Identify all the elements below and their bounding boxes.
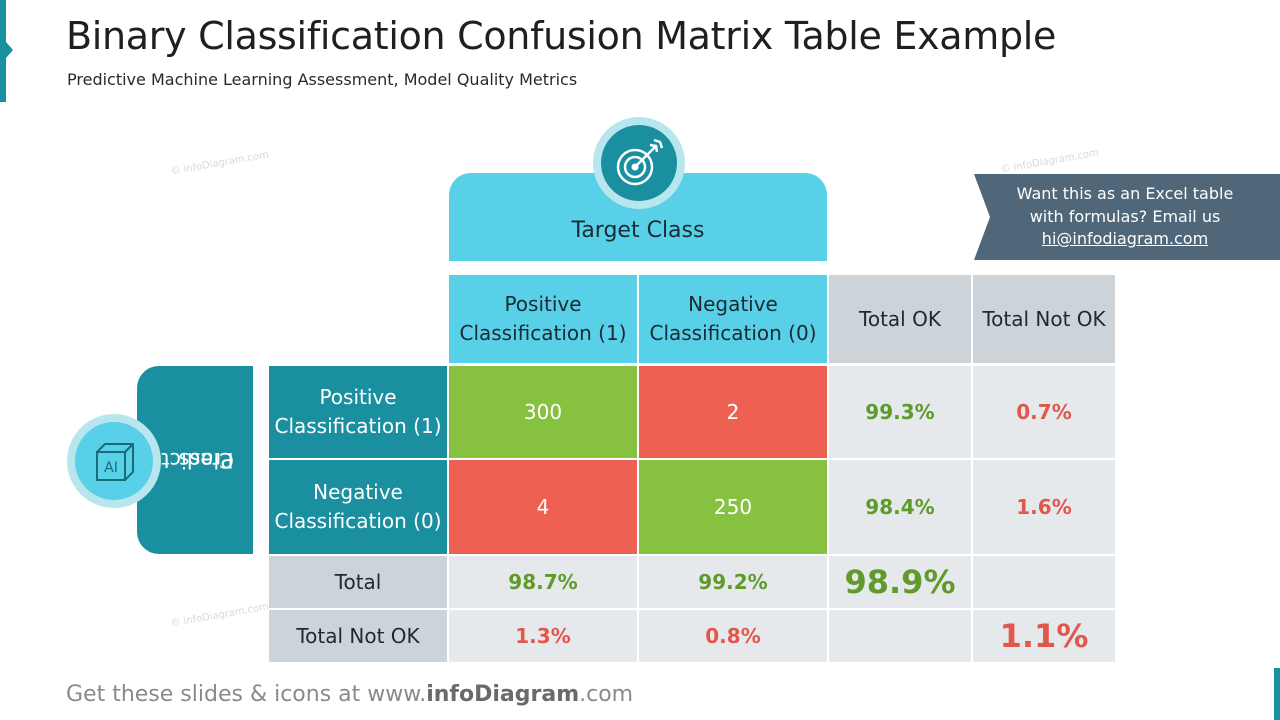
footer-brand: infoDiagram [426, 682, 580, 707]
watermark: © infoDiagram.com [169, 149, 270, 178]
row-header-negative: Negative Classification (0) [269, 460, 447, 554]
cell-negative-total-ok: 98.4% [829, 460, 971, 554]
cell-empty [829, 610, 971, 662]
cell-not-ok-positive: 1.3% [449, 610, 637, 662]
cell-overall-error: 1.1% [973, 610, 1115, 662]
callout-line2: with formulas? Email us [1029, 206, 1221, 226]
cell-positive-total-not-ok: 0.7% [973, 366, 1115, 458]
cell-negative-total-not-ok: 1.6% [973, 460, 1115, 554]
col-header-total-ok: Total OK [829, 275, 971, 363]
page-title: Binary Classification Confusion Matrix T… [66, 14, 1057, 58]
row-header-total: Total [269, 556, 447, 608]
bottom-accent-bar [1274, 668, 1280, 720]
footer-prefix: Get these slides & icons at www. [66, 682, 427, 707]
callout-email-link[interactable]: hi@infodiagram.com [1041, 229, 1209, 248]
excel-callout [974, 174, 1280, 260]
ai-cube-icon: AI [75, 422, 153, 500]
watermark: © infoDiagram.com [999, 147, 1100, 176]
target-arrow-icon [601, 125, 677, 201]
cell-positive-total-ok: 99.3% [829, 366, 971, 458]
accent-bar [0, 0, 6, 102]
col-header-negative: Negative Classification (0) [639, 275, 827, 363]
footer-suffix: .com [579, 682, 634, 707]
cell-total-negative: 99.2% [639, 556, 827, 608]
col-header-positive: Positive Classification (1) [449, 275, 637, 363]
callout-notch [974, 174, 990, 260]
watermark: © infoDiagram.com [169, 601, 270, 630]
cell-empty [973, 556, 1115, 608]
target-class-label: Target Class [571, 218, 705, 243]
cell-true-negative: 250 [639, 460, 827, 554]
col-header-total-not-ok: Total Not OK [973, 275, 1115, 363]
predicted-class-label-line2: Class [178, 448, 234, 472]
cell-not-ok-negative: 0.8% [639, 610, 827, 662]
page-subtitle: Predictive Machine Learning Assessment, … [67, 70, 578, 89]
cell-false-positive: 2 [639, 366, 827, 458]
row-header-positive: Positive Classification (1) [269, 366, 447, 458]
cell-overall-accuracy: 98.9% [829, 556, 971, 608]
cell-true-positive: 300 [449, 366, 637, 458]
callout-line1: Want this as an Excel table [1016, 184, 1234, 203]
row-header-total-not-ok: Total Not OK [269, 610, 447, 662]
cell-total-positive: 98.7% [449, 556, 637, 608]
accent-notch [6, 42, 13, 58]
cell-false-negative: 4 [449, 460, 637, 554]
footer-link[interactable]: Get these slides & icons at www.infoDiag… [66, 682, 633, 707]
callout-text: Want this as an Excel table with formula… [990, 183, 1260, 251]
ai-icon-text: AI [104, 460, 118, 476]
